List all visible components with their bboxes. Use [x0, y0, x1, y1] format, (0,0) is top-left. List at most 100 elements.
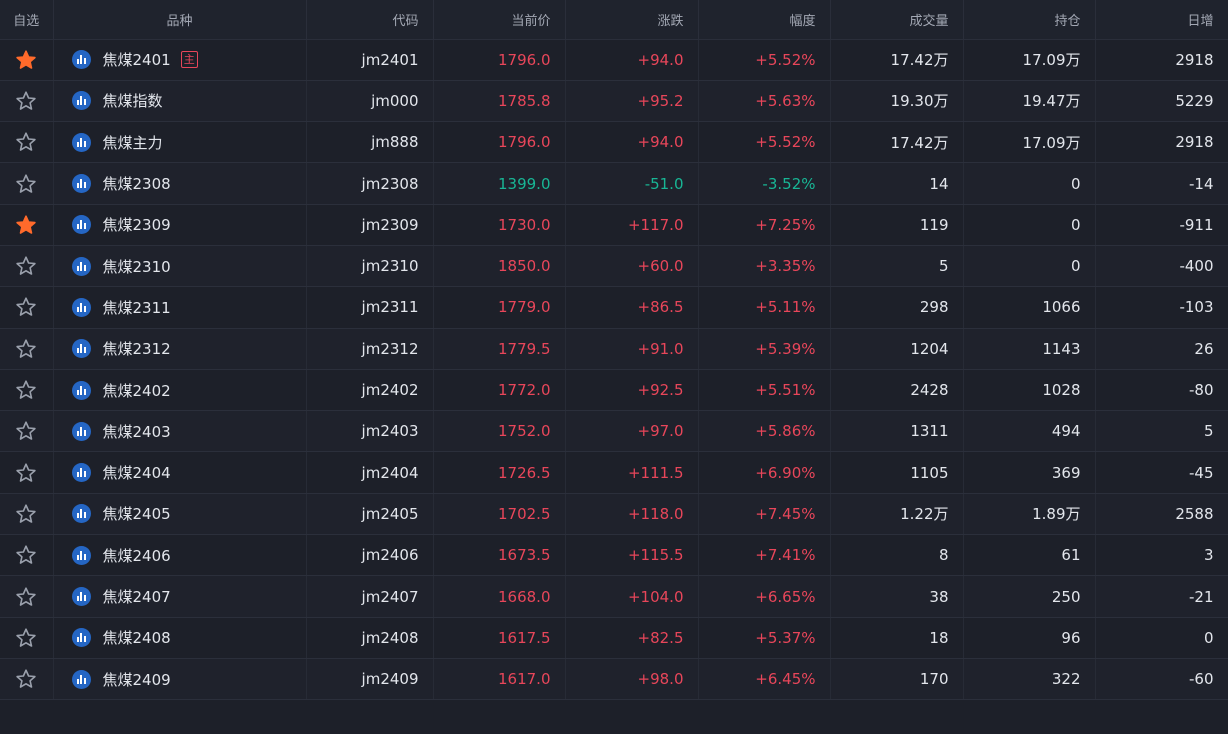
bar-chart-icon[interactable]	[71, 50, 91, 70]
star-outline-icon[interactable]	[15, 668, 37, 690]
table-row[interactable]: 焦煤2312 jm2312 1779.5 +91.0 +5.39% 1204 1143 26	[0, 328, 1228, 370]
star-outline-icon[interactable]	[15, 544, 37, 566]
table-row[interactable]: 焦煤2408 jm2408 1617.5 +82.5 +5.37% 18 96 0	[0, 617, 1228, 659]
bar-chart-icon[interactable]	[71, 339, 91, 359]
contract-name[interactable]: 焦煤2403	[102, 422, 171, 441]
name-cell[interactable]: 焦煤2403	[53, 410, 307, 453]
bar-chart-icon[interactable]	[71, 628, 91, 648]
contract-name[interactable]: 焦煤主力	[102, 133, 163, 152]
star-outline-icon[interactable]	[15, 503, 37, 525]
oi-cell: 250	[963, 575, 1096, 618]
bar-chart-icon[interactable]	[71, 215, 91, 235]
contract-name[interactable]: 焦煤2409	[102, 670, 171, 689]
name-cell[interactable]: 焦煤主力	[53, 121, 307, 164]
code-cell: jm2408	[306, 617, 434, 659]
bar-chart-icon[interactable]	[71, 669, 91, 689]
header-price[interactable]: 当前价	[433, 0, 566, 40]
oi-cell: 0	[963, 204, 1096, 246]
oi-cell: 494	[963, 410, 1096, 453]
star-outline-icon[interactable]	[15, 296, 37, 318]
table-row[interactable]: 焦煤2405 jm2405 1702.5 +118.0 +7.45% 1.22万 1.89万…	[0, 493, 1228, 536]
table-row[interactable]: 焦煤2309 jm2309 1730.0 +117.0 +7.25% 119 0 -911	[0, 204, 1228, 246]
table-row[interactable]: 焦煤2310 jm2310 1850.0 +60.0 +3.35% 5 0 -400	[0, 245, 1228, 288]
bar-chart-icon[interactable]	[71, 463, 91, 483]
header-oi[interactable]: 持仓	[963, 0, 1096, 40]
pct-cell: +5.51%	[698, 369, 831, 412]
star-outline-icon[interactable]	[15, 379, 37, 401]
name-cell[interactable]: 焦煤2405	[53, 493, 307, 536]
header-fav[interactable]: 自选	[0, 0, 54, 40]
name-cell[interactable]: 焦煤2408	[53, 617, 307, 659]
bar-chart-icon[interactable]	[71, 91, 91, 111]
star-outline-icon[interactable]	[15, 173, 37, 195]
table-row[interactable]: 焦煤2403 jm2403 1752.0 +97.0 +5.86% 1311 494 5	[0, 410, 1228, 453]
table-row[interactable]: 焦煤2308 jm2308 1399.0 -51.0 -3.52% 14 0 -14	[0, 162, 1228, 205]
fav-cell	[0, 204, 54, 246]
table-row[interactable]: 焦煤主力 jm888 1796.0 +94.0 +5.52% 17.42万 17.09万 29…	[0, 121, 1228, 164]
name-cell[interactable]: 焦煤2401 主	[53, 39, 307, 81]
name-cell[interactable]: 焦煤2409	[53, 658, 307, 701]
contract-name[interactable]: 焦煤2312	[102, 340, 171, 359]
pct-cell: +5.52%	[698, 121, 831, 164]
name-cell[interactable]: 焦煤2406	[53, 534, 307, 577]
bar-chart-icon[interactable]	[71, 132, 91, 152]
star-outline-icon[interactable]	[15, 627, 37, 649]
name-cell[interactable]: 焦煤2404	[53, 451, 307, 494]
star-filled-icon[interactable]	[15, 214, 37, 236]
bar-chart-icon[interactable]	[71, 297, 91, 317]
name-cell[interactable]: 焦煤2309	[53, 204, 307, 246]
contract-name[interactable]: 焦煤2310	[102, 257, 171, 276]
star-filled-icon[interactable]	[15, 49, 37, 71]
table-row[interactable]: 焦煤2404 jm2404 1726.5 +111.5 +6.90% 1105 369 -45	[0, 451, 1228, 494]
contract-name[interactable]: 焦煤指数	[102, 92, 163, 111]
name-cell[interactable]: 焦煤2308	[53, 162, 307, 205]
name-cell[interactable]: 焦煤2407	[53, 575, 307, 618]
star-outline-icon[interactable]	[15, 420, 37, 442]
name-cell[interactable]: 焦煤2311	[53, 286, 307, 329]
name-cell[interactable]: 焦煤2312	[53, 328, 307, 370]
header-code[interactable]: 代码	[306, 0, 434, 40]
contract-name[interactable]: 焦煤2406	[102, 546, 171, 565]
table-row[interactable]: 焦煤2406 jm2406 1673.5 +115.5 +7.41% 8 61 3	[0, 534, 1228, 577]
contract-name[interactable]: 焦煤2405	[102, 505, 171, 524]
contract-name[interactable]: 焦煤2404	[102, 464, 171, 483]
contract-name[interactable]: 焦煤2309	[102, 216, 171, 235]
bar-chart-icon[interactable]	[71, 256, 91, 276]
bar-chart-icon[interactable]	[71, 545, 91, 565]
header-daily[interactable]: 日增	[1095, 0, 1228, 40]
header-change[interactable]: 涨跌	[565, 0, 699, 40]
table-row[interactable]: 焦煤2402 jm2402 1772.0 +92.5 +5.51% 2428 1028 -80	[0, 369, 1228, 412]
star-outline-icon[interactable]	[15, 462, 37, 484]
header-name[interactable]: 品种	[53, 0, 307, 40]
star-outline-icon[interactable]	[15, 90, 37, 112]
volume-cell: 14	[830, 162, 964, 205]
contract-name[interactable]: 焦煤2408	[102, 629, 171, 648]
name-cell[interactable]: 焦煤2402	[53, 369, 307, 412]
table-row[interactable]: 焦煤2409 jm2409 1617.0 +98.0 +6.45% 170 322 -60	[0, 658, 1228, 701]
table-row[interactable]: 焦煤2311 jm2311 1779.0 +86.5 +5.11% 298 1066 -103	[0, 286, 1228, 329]
star-outline-icon[interactable]	[15, 131, 37, 153]
table-row[interactable]: 焦煤指数 jm000 1785.8 +95.2 +5.63% 19.30万 19.47万 52…	[0, 80, 1228, 123]
header-pct[interactable]: 幅度	[698, 0, 831, 40]
star-outline-icon[interactable]	[15, 338, 37, 360]
code-cell: jm2310	[306, 245, 434, 288]
table-row[interactable]: 焦煤2407 jm2407 1668.0 +104.0 +6.65% 38 250 -21	[0, 575, 1228, 618]
name-cell[interactable]: 焦煤指数	[53, 80, 307, 123]
bar-chart-icon[interactable]	[71, 174, 91, 194]
contract-name[interactable]: 焦煤2401	[102, 51, 171, 70]
bar-chart-icon[interactable]	[71, 380, 91, 400]
contract-name[interactable]: 焦煤2407	[102, 588, 171, 606]
contract-name[interactable]: 焦煤2311	[102, 298, 171, 317]
contract-name[interactable]: 焦煤2308	[102, 175, 171, 194]
price-cell: 1730.0	[433, 204, 566, 246]
contract-name[interactable]: 焦煤2402	[102, 381, 171, 400]
star-outline-icon[interactable]	[15, 586, 37, 608]
star-outline-icon[interactable]	[15, 255, 37, 277]
table-row[interactable]: 焦煤2401 主 jm2401 1796.0 +94.0 +5.52% 17.42万 17.0…	[0, 39, 1228, 81]
header-volume[interactable]: 成交量	[830, 0, 964, 40]
oi-cell: 1066	[963, 286, 1096, 329]
bar-chart-icon[interactable]	[71, 587, 91, 606]
bar-chart-icon[interactable]	[71, 504, 91, 524]
name-cell[interactable]: 焦煤2310	[53, 245, 307, 288]
bar-chart-icon[interactable]	[71, 421, 91, 441]
